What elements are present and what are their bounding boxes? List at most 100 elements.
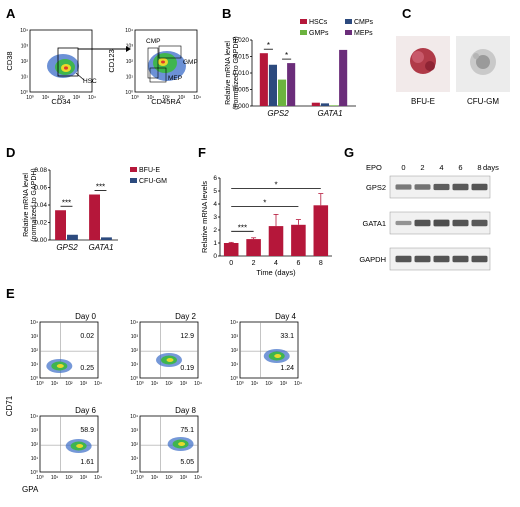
gmp-gate-label: GMP [183, 59, 198, 66]
blot-band [395, 220, 412, 226]
flow-tick-y: 10⁴ [30, 320, 38, 326]
flow-tick-x: 10³ [80, 475, 88, 481]
flow-tick-y: 10⁰ [20, 90, 28, 96]
y-axis-label: Relative mRNA level(normalized to GAPDH) [225, 36, 240, 110]
legend-entry: MEPs [354, 30, 373, 37]
density-yellow [56, 364, 64, 368]
flow-tick-y: 10¹ [231, 362, 239, 368]
flow-tick-x: 10¹ [151, 475, 159, 481]
y-tick-label: 0.005 [233, 87, 250, 94]
flow-tick-y: 10¹ [31, 362, 39, 368]
flow-tick-x: 10⁰ [36, 381, 44, 387]
flow-tick-x: 10² [65, 381, 73, 387]
category-label: GATA1 [317, 109, 342, 118]
bfue-image-label: BFU-E [411, 97, 435, 106]
legend-entry: CFU-GM [139, 178, 167, 185]
x-tick-label: 6 [296, 260, 300, 267]
flow-tick-x: 10⁴ [294, 381, 302, 387]
y-tick-label: 0 [213, 253, 217, 260]
significance-marker: * [274, 180, 277, 189]
bar [246, 239, 261, 256]
upper-quadrant-percent: 75.1 [180, 427, 194, 434]
gate-arrow-head [126, 46, 131, 52]
bar [320, 103, 329, 106]
flow-tick-x: 10⁴ [194, 475, 202, 481]
flow-tick-x: 10³ [73, 95, 81, 101]
plot2-xlabel: CD45RA [151, 97, 181, 106]
category-label: GPS2 [267, 109, 289, 118]
flow-tick-y: 10² [21, 59, 29, 65]
flow-plot-gpa-cd71 [39, 415, 99, 473]
significance-marker: *** [238, 223, 247, 232]
blot-band [452, 219, 469, 227]
flow-tick-y: 10¹ [21, 75, 29, 81]
density-red-2 [161, 60, 165, 64]
y-tick-label: 0.00 [34, 237, 47, 244]
significance-marker: *** [96, 183, 105, 192]
flow-tick-x: 10² [265, 381, 273, 387]
bar [291, 224, 306, 256]
blot-band [433, 255, 450, 263]
x-tick-label: 2 [252, 260, 256, 267]
y-tick-label: 0.06 [34, 185, 47, 192]
legend-swatch [345, 30, 352, 35]
hsc-gate-label: HSC [83, 78, 97, 85]
flow-tick-y: 10² [31, 348, 39, 354]
hsc-gate [57, 47, 79, 77]
panel-e-label: E [6, 286, 15, 301]
flow-tick-y: 10⁴ [130, 414, 138, 420]
flow-tick-x: 10⁰ [131, 95, 139, 101]
panel-d-label: D [6, 145, 15, 160]
flow-tick-x: 10⁰ [136, 475, 144, 481]
flow-tick-x: 10⁰ [236, 381, 244, 387]
flow-tick-x: 10⁴ [193, 95, 201, 101]
days-label: days [483, 163, 499, 172]
y-tick-label: 4 [213, 201, 217, 208]
y-tick-label: 0.08 [34, 167, 47, 174]
legend-entry: BFU-E [139, 167, 160, 174]
panel-g-western-blot: EPO days 0 2 4 6 8 GPS2 GATA1 GAPDH [359, 163, 499, 271]
y-axis-label: Relative mRNA levels [200, 181, 209, 253]
flow-tick-y: 10⁴ [30, 414, 38, 420]
flow-tick-y: 10³ [131, 428, 139, 434]
flow-tick-y: 10³ [131, 334, 139, 340]
y-tick-label: 0.015 [233, 54, 250, 61]
bar [268, 64, 277, 106]
flow-tick-y: 10⁰ [230, 376, 238, 382]
flow-tick-x: 10³ [180, 381, 188, 387]
flow-tick-x: 10² [57, 95, 65, 101]
cfugm-colony-cluster [473, 53, 479, 59]
y-tick-label: 0.02 [34, 220, 47, 227]
bar [313, 205, 329, 256]
panel-c: BFU-E CFU-GM [396, 36, 510, 106]
panel-e-ylabel: CD71 [5, 395, 14, 416]
bfue-colony-shadow [425, 61, 435, 71]
day-title: Day 0 [75, 312, 96, 321]
flow-tick-y: 10¹ [131, 362, 139, 368]
y-tick-label: 0.04 [34, 202, 47, 209]
cfugm-colony-core [476, 55, 490, 69]
plot1-ylabel: CD38 [5, 51, 14, 70]
blot-row-label: GATA1 [363, 219, 386, 228]
flow-plot-gpa-cd71 [39, 321, 99, 379]
flow-tick-x: 10² [165, 381, 173, 387]
density-yellow [166, 358, 174, 362]
flow-tick-y: 10⁰ [30, 470, 38, 476]
flow-plot-gpa-cd71 [239, 321, 299, 379]
density-yellow [76, 444, 84, 448]
flow-tick-x: 10³ [180, 475, 188, 481]
lower-quadrant-percent: 0.25 [80, 365, 94, 372]
panel-a-ticks: 10⁰10⁰10¹10¹10²10²10³10³10⁴10⁴10⁰10⁰10¹1… [20, 28, 201, 101]
lower-quadrant-percent: 1.24 [280, 365, 294, 372]
cfugm-image-label: CFU-GM [467, 97, 499, 106]
day-lane-label: 4 [439, 163, 443, 172]
upper-quadrant-percent: 0.02 [80, 333, 94, 340]
category-label: GATA1 [88, 243, 113, 252]
legend-swatch [130, 178, 137, 183]
flow-tick-y: 10⁴ [20, 28, 28, 34]
bar [287, 63, 296, 106]
flow-tick-y: 10² [131, 442, 139, 448]
y-tick-label: 0.020 [233, 37, 250, 44]
flow-tick-y: 10⁰ [125, 90, 133, 96]
flow-tick-y: 10² [131, 348, 139, 354]
